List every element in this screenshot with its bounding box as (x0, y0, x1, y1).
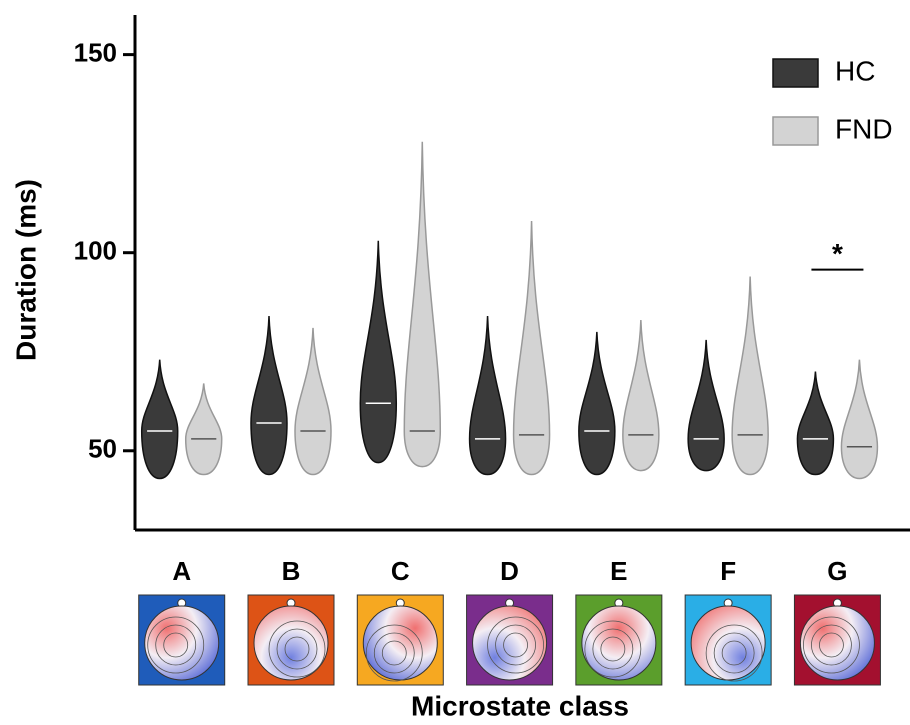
legend-swatch (773, 117, 818, 145)
x-tick-label: C (391, 556, 410, 586)
violin (404, 142, 440, 467)
y-tick-label: 100 (74, 236, 117, 266)
x-tick-label: F (720, 556, 736, 586)
violin (251, 316, 287, 474)
legend-label: FND (835, 113, 893, 144)
violin (186, 383, 222, 474)
x-tick-label: A (172, 556, 191, 586)
violin (360, 241, 396, 463)
violin (688, 340, 724, 471)
violin (732, 276, 768, 474)
x-tick-label: E (610, 556, 627, 586)
violin (579, 332, 615, 475)
violin (514, 221, 550, 475)
y-tick-label: 50 (88, 434, 117, 464)
violin (841, 360, 877, 479)
violin (470, 316, 506, 474)
y-tick-label: 150 (74, 37, 117, 67)
violin (142, 360, 178, 479)
legend-label: HC (835, 55, 875, 86)
chart: Duration (ms) Microstate class 50 100 150 A… (0, 0, 910, 725)
x-axis-title: Microstate class (411, 690, 629, 721)
violin (295, 328, 331, 475)
significance-label: * (832, 238, 843, 269)
x-tick-label: D (500, 556, 519, 586)
violin (623, 320, 659, 471)
y-axis-title: Duration (ms) (10, 179, 41, 361)
violin (797, 372, 833, 475)
legend-swatch (773, 59, 818, 87)
x-tick-label: B (282, 556, 301, 586)
x-tick-label: G (827, 556, 847, 586)
